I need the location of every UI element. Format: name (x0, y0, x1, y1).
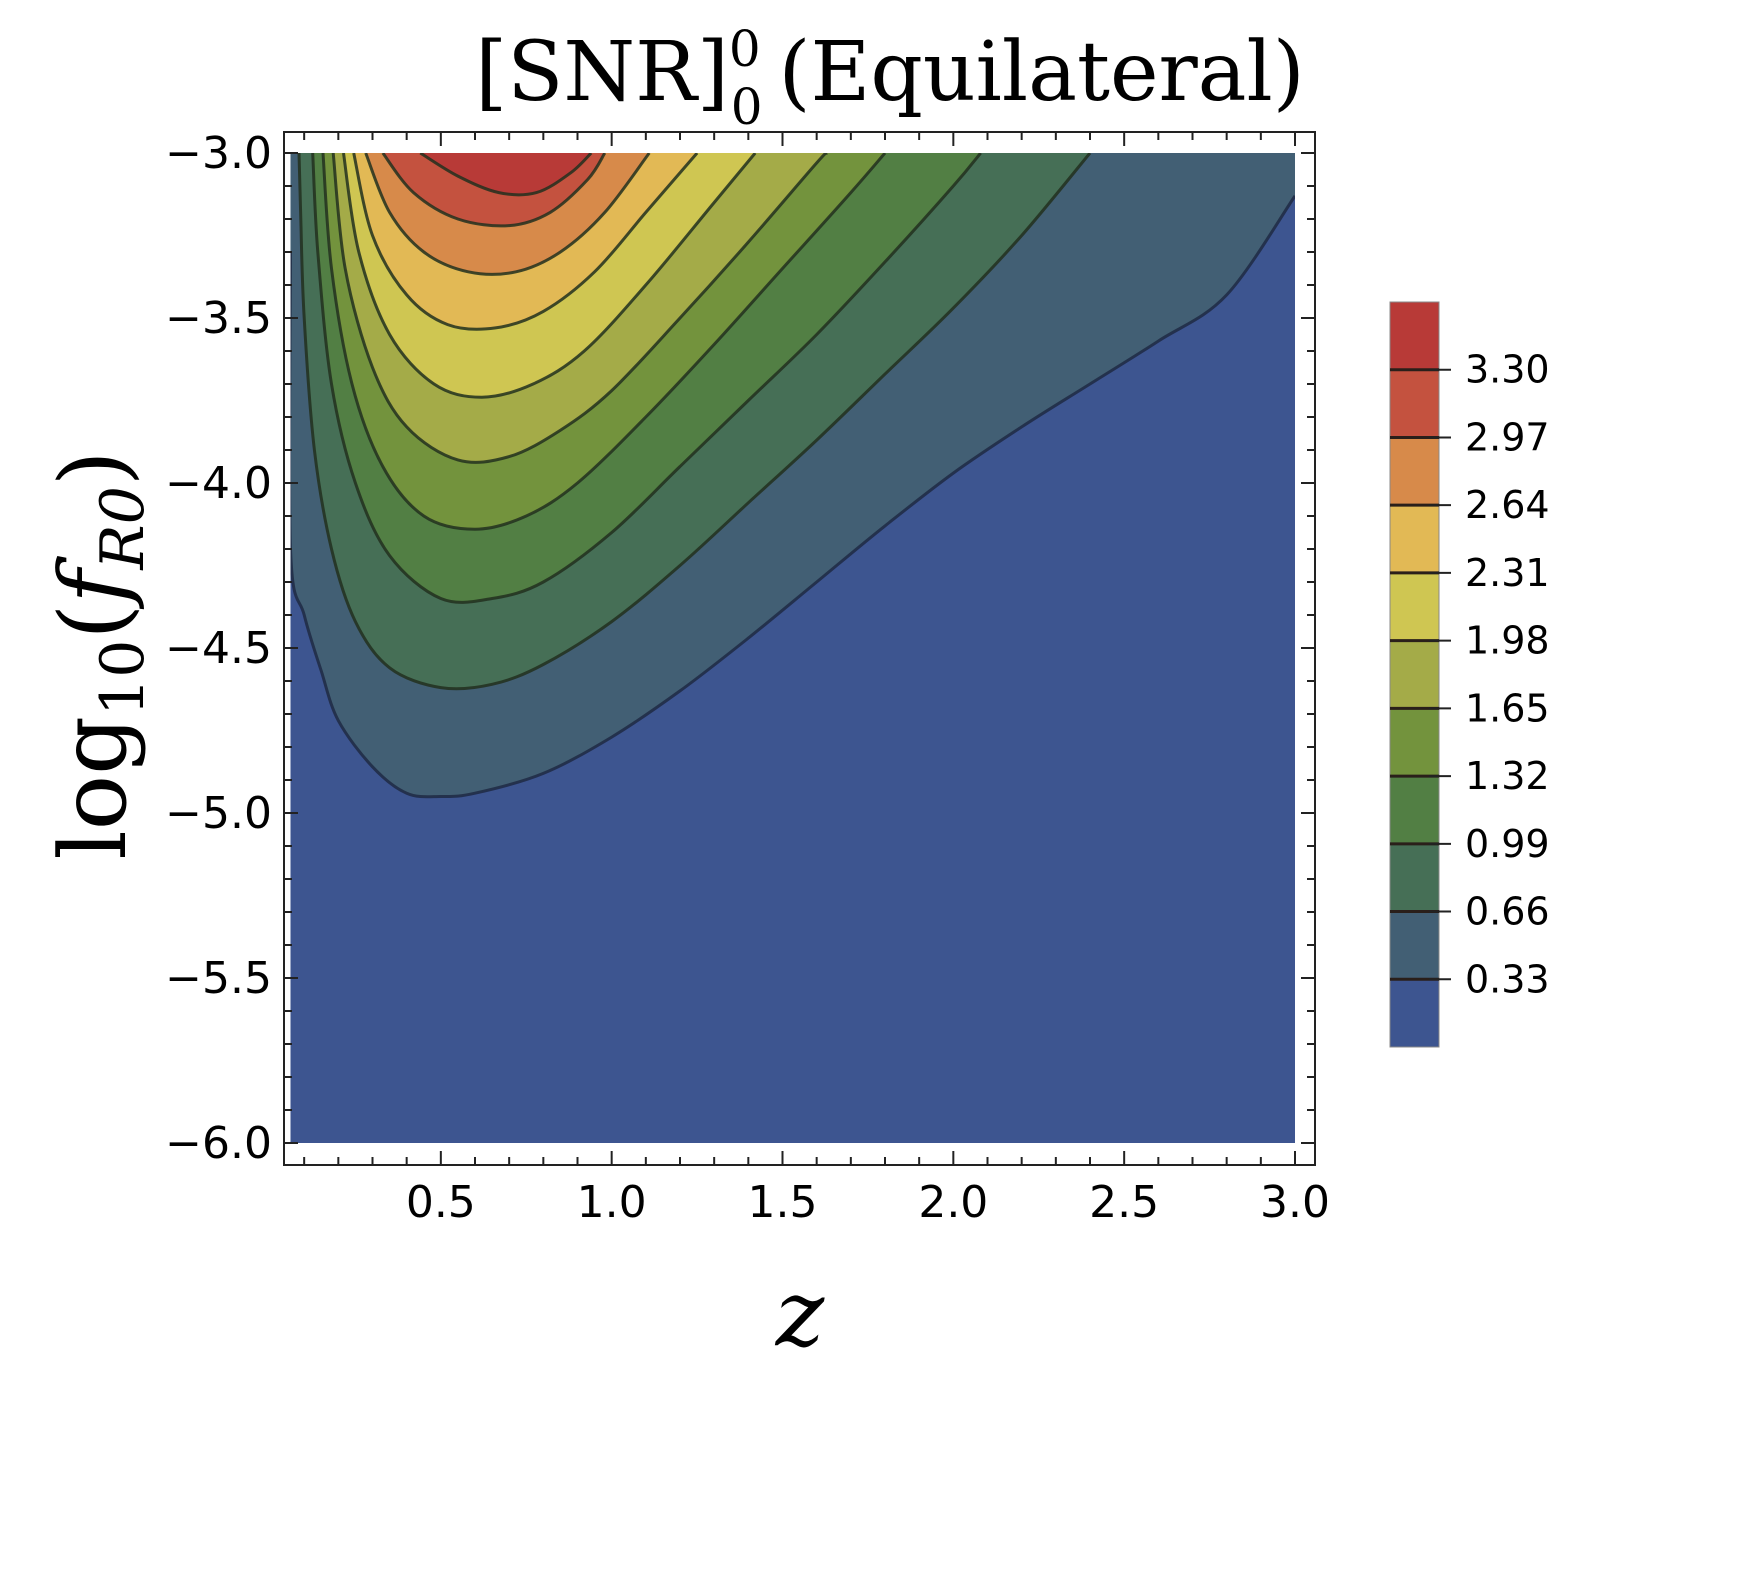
contour-line-1.98 (342, 153, 757, 399)
colorbar-segment (1390, 302, 1439, 370)
colorbar-label: 2.64 (1465, 483, 1550, 527)
colorbar-frame (1389, 301, 1440, 1048)
colorbar: 0.33 0.66 0.99 1.32 1.65 1.98 2.31 2.64 2.97 3.30 (1389, 301, 1550, 1048)
colorbar-label: 3.30 (1465, 348, 1550, 392)
y-tick-label: −6.0 (165, 1118, 272, 1169)
x-tick-label: 2.5 (1089, 1177, 1159, 1228)
colorbar-label: 1.32 (1465, 754, 1550, 798)
contour-line-1.32 (321, 153, 887, 531)
ylabel-log: log (40, 716, 147, 860)
y-tick-label: −5.0 (165, 788, 272, 839)
colorbar-label: 0.33 (1465, 957, 1550, 1001)
colorbar-label: 0.99 (1465, 822, 1550, 866)
colorbar-segment (1390, 505, 1439, 573)
x-axis-label: z (775, 1260, 825, 1367)
ylabel-open: ( (40, 604, 147, 640)
x-tick-labels: 0.5 1.0 1.5 2.0 2.5 3.0 (406, 1177, 1330, 1228)
x-tick-label: 0.5 (406, 1177, 476, 1228)
axis-ticks (284, 132, 1315, 1165)
contour-line-3.3 (419, 153, 593, 197)
contour-line-2.64 (364, 153, 651, 276)
ylabel-log-sub: 10 (88, 640, 158, 716)
colorbar-label: 1.98 (1465, 619, 1550, 663)
colorbar-label: 1.65 (1465, 686, 1550, 730)
title-subscript: 0 (731, 78, 763, 136)
y-axis-label-text: log10(fR0) (40, 450, 158, 859)
y-tick-labels: −3.0 −3.5 −4.0 −4.5 −5.0 −5.5 −6.0 (165, 128, 272, 1169)
colorbar-label: 2.31 (1465, 551, 1550, 595)
chart-title: [SNR]0 0 (Equilateral) (475, 20, 1305, 136)
x-tick-label: 1.5 (748, 1177, 818, 1228)
y-tick-label: −3.0 (165, 128, 272, 179)
title-superscript: 0 (729, 20, 761, 78)
contour-line-2.31 (352, 153, 699, 331)
colorbar-segment (1390, 776, 1439, 844)
ylabel-close: ) (40, 450, 147, 486)
ylabel-f-sub: R0 (88, 486, 158, 570)
x-tick-label: 2.0 (918, 1177, 988, 1228)
y-tick-label: −5.5 (165, 953, 272, 1004)
colorbar-segment (1390, 843, 1439, 912)
y-axis-label: log10(fR0) (40, 450, 158, 859)
colorbar-segment (1390, 911, 1439, 980)
colorbar-segment (1390, 640, 1439, 709)
colorbar-segment (1390, 369, 1439, 438)
contour-line-2.97 (381, 153, 607, 228)
contour-line-0.33 (290, 195, 1295, 799)
contour-lines (290, 153, 1295, 799)
contour-line-1.65 (331, 153, 829, 464)
contour-line-0.99 (311, 153, 982, 604)
y-tick-label: −4.0 (165, 458, 272, 509)
contour-line-0.66 (297, 153, 1092, 691)
y-tick-label: −3.5 (165, 293, 272, 344)
colorbar-label: 2.97 (1465, 415, 1550, 459)
title-base: [SNR] (475, 25, 729, 120)
colorbar-segment (1390, 708, 1439, 777)
contour-bands (290, 153, 1295, 1143)
title-suffix: (Equilateral) (779, 25, 1305, 120)
y-tick-label: −4.5 (165, 623, 272, 674)
colorbar-segment (1390, 437, 1439, 506)
colorbar-segment (1390, 979, 1439, 1047)
x-tick-label: 1.0 (577, 1177, 647, 1228)
band-10 (290, 153, 592, 195)
colorbar-segment (1390, 572, 1439, 641)
x-tick-label: 3.0 (1260, 1177, 1330, 1228)
colorbar-label: 0.66 (1465, 890, 1550, 934)
